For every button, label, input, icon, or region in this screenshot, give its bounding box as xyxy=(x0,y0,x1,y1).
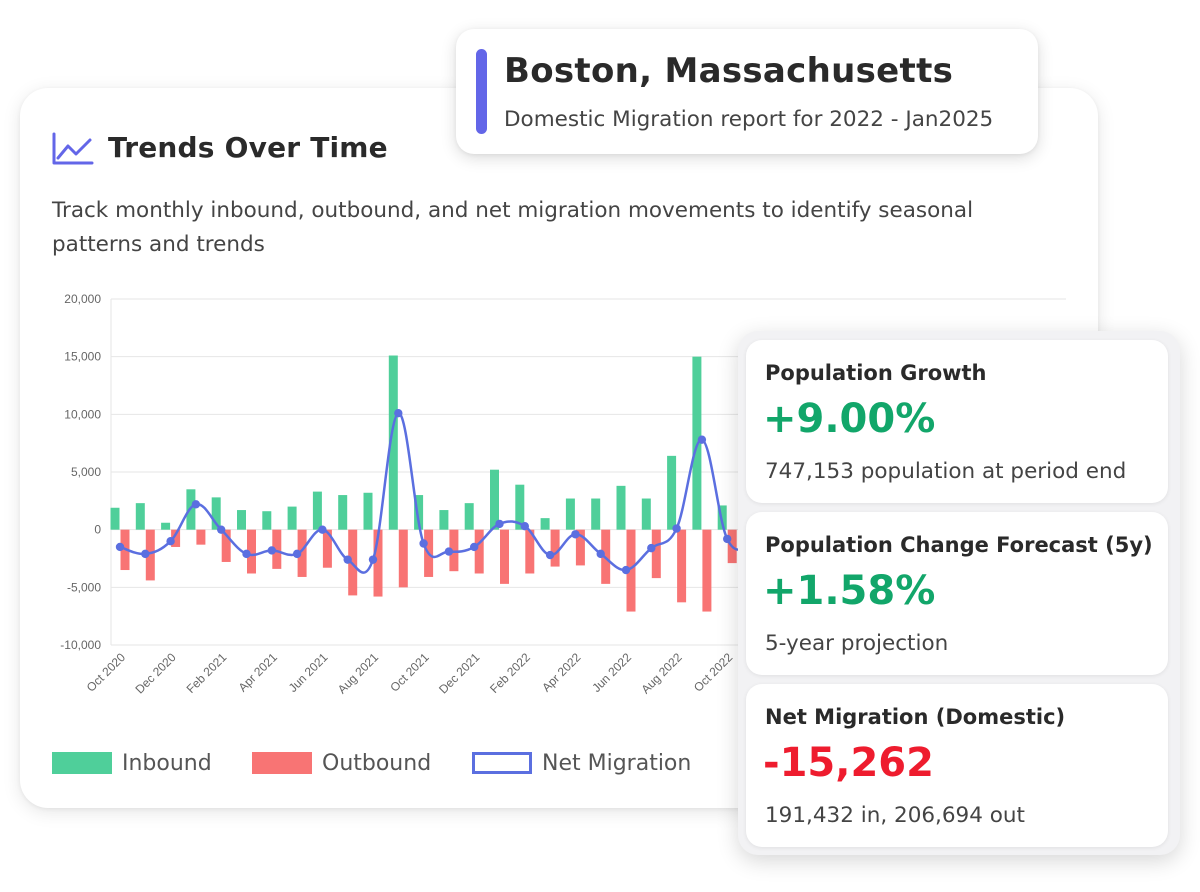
stat-card-net-migration: Net Migration (Domestic) -15,262 191,432… xyxy=(746,684,1168,847)
stat-value: -15,262 xyxy=(763,740,934,786)
line-chart-icon xyxy=(52,132,94,165)
stat-title: Net Migration (Domestic) xyxy=(765,705,1066,729)
legend-outbound[interactable]: Outbound xyxy=(252,750,431,776)
stat-subtitle: 191,432 in, 206,694 out xyxy=(765,803,1025,828)
legend-net-swatch xyxy=(472,752,532,774)
legend-net-label: Net Migration xyxy=(542,750,692,776)
stat-title: Population Change Forecast (5y) xyxy=(765,533,1153,557)
location-header-card: Boston, Massachusetts Domestic Migration… xyxy=(456,29,1038,154)
stat-value: +9.00% xyxy=(763,396,936,442)
legend-outbound-label: Outbound xyxy=(322,750,432,776)
legend-inbound-label: Inbound xyxy=(122,750,212,776)
legend-net[interactable]: Net Migration xyxy=(472,750,691,776)
legend-inbound[interactable]: Inbound xyxy=(52,750,212,776)
stat-card-population-forecast: Population Change Forecast (5y) +1.58% 5… xyxy=(746,512,1168,675)
report-subtitle: Domestic Migration report for 2022 - Jan… xyxy=(504,107,994,132)
stat-subtitle: 5-year projection xyxy=(765,631,949,656)
stat-title: Population Growth xyxy=(765,361,987,385)
stat-subtitle: 747,153 population at period end xyxy=(765,459,1127,484)
legend-outbound-swatch xyxy=(252,752,312,774)
header-accent-bar xyxy=(476,49,487,134)
location-title: Boston, Massachusetts xyxy=(504,51,954,91)
stat-card-population-growth: Population Growth +9.00% 747,153 populat… xyxy=(746,340,1168,503)
trends-description: Track monthly inbound, outbound, and net… xyxy=(52,198,974,257)
stat-value: +1.58% xyxy=(763,568,936,614)
legend-inbound-swatch xyxy=(52,752,112,774)
trends-title: Trends Over Time xyxy=(108,131,388,164)
